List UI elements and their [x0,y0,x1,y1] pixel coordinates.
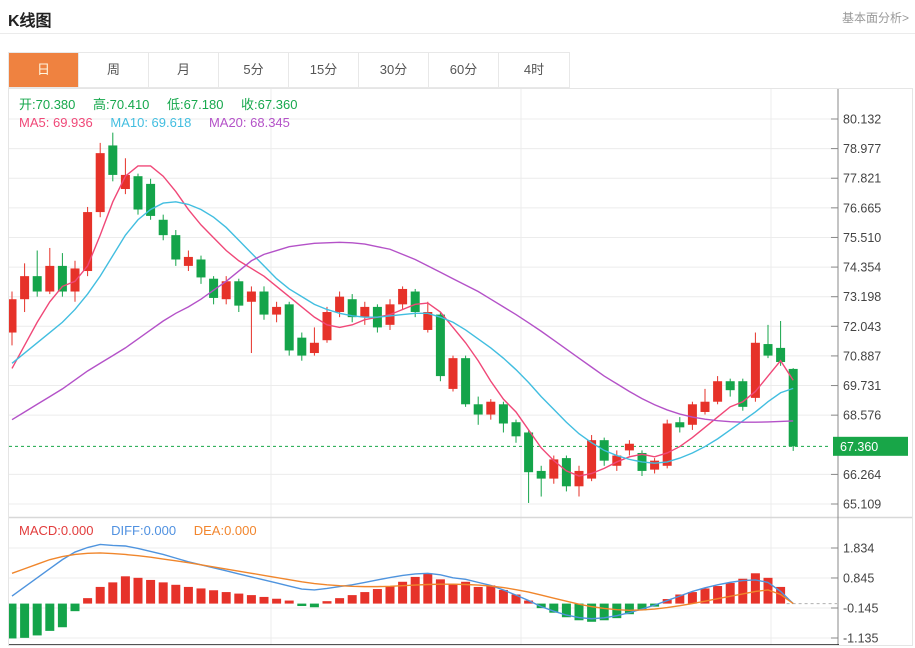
svg-text:72.043: 72.043 [843,320,881,334]
svg-text:80.132: 80.132 [843,113,881,127]
svg-text:-0.145: -0.145 [843,601,878,615]
svg-text:0.845: 0.845 [843,571,874,585]
chart-container: 80.132 78.977 77.821 76.665 75.510 74.354 73.1… [8,88,913,646]
tab-4hour[interactable]: 4时 [499,53,569,87]
page-title: K线图 [8,13,52,30]
macd-value: 0.000 [60,523,94,538]
low-value: 67.180 [183,97,224,112]
svg-text:67.360: 67.360 [840,440,878,454]
svg-text:65.109: 65.109 [843,498,881,512]
tab-week[interactable]: 周 [79,53,149,87]
svg-text:66.264: 66.264 [843,468,881,482]
ohlc-readout: 开:70.380 高:70.410 低:67.180 收:67.360 [19,94,311,113]
tab-30min[interactable]: 30分 [359,53,429,87]
svg-text:74.354: 74.354 [843,261,881,275]
tab-60min[interactable]: 60分 [429,53,499,87]
tab-5min[interactable]: 5分 [219,53,289,87]
macd-readout: MACD:0.000 DIFF:0.000 DEA:0.000 [19,523,271,538]
high-value: 70.410 [109,97,150,112]
ma5-value: 69.936 [52,115,93,130]
high-label: 高: [93,97,110,112]
ma10-label: MA10: [110,115,152,130]
ma5-label: MA5: [19,115,53,130]
diff-label: DIFF: [111,523,144,538]
tab-day[interactable]: 日 [9,53,79,87]
period-tabbar: 日周月 5分 15分 30分 60分 4时 [8,52,570,88]
close-value: 67.360 [257,97,298,112]
open-value: 70.380 [35,97,76,112]
svg-text:76.665: 76.665 [843,201,881,215]
kline-chart-canvas[interactable]: 80.132 78.977 77.821 76.665 75.510 74.354 73.1… [9,89,912,645]
tab-month[interactable]: 月 [149,53,219,87]
diff-value: 0.000 [143,523,177,538]
low-label: 低: [167,97,184,112]
svg-text:78.977: 78.977 [843,142,881,156]
svg-text:1.834: 1.834 [843,542,874,556]
tab-15min[interactable]: 15分 [289,53,359,87]
close-label: 收: [241,97,258,112]
ma10-value: 69.618 [151,115,192,130]
fundamental-analysis-link[interactable]: 基本面分析> [841,11,909,25]
svg-text:69.731: 69.731 [843,379,881,393]
ma20-value: 68.345 [250,115,290,130]
macd-label: MACD: [19,523,61,538]
svg-text:68.576: 68.576 [843,409,881,423]
svg-text:-1.135: -1.135 [843,632,878,646]
svg-text:70.887: 70.887 [843,349,881,363]
svg-text:75.510: 75.510 [843,231,881,245]
title-divider [0,33,915,34]
ma-readout: MA5: 69.936 MA10: 69.618 MA20: 68.345 [19,115,304,130]
dea-value: 0.000 [224,523,257,538]
svg-text:73.198: 73.198 [843,290,881,304]
open-label: 开: [19,97,36,112]
dea-label: DEA: [193,523,225,538]
ma20-label: MA20: [208,115,251,130]
svg-text:77.821: 77.821 [843,172,881,186]
